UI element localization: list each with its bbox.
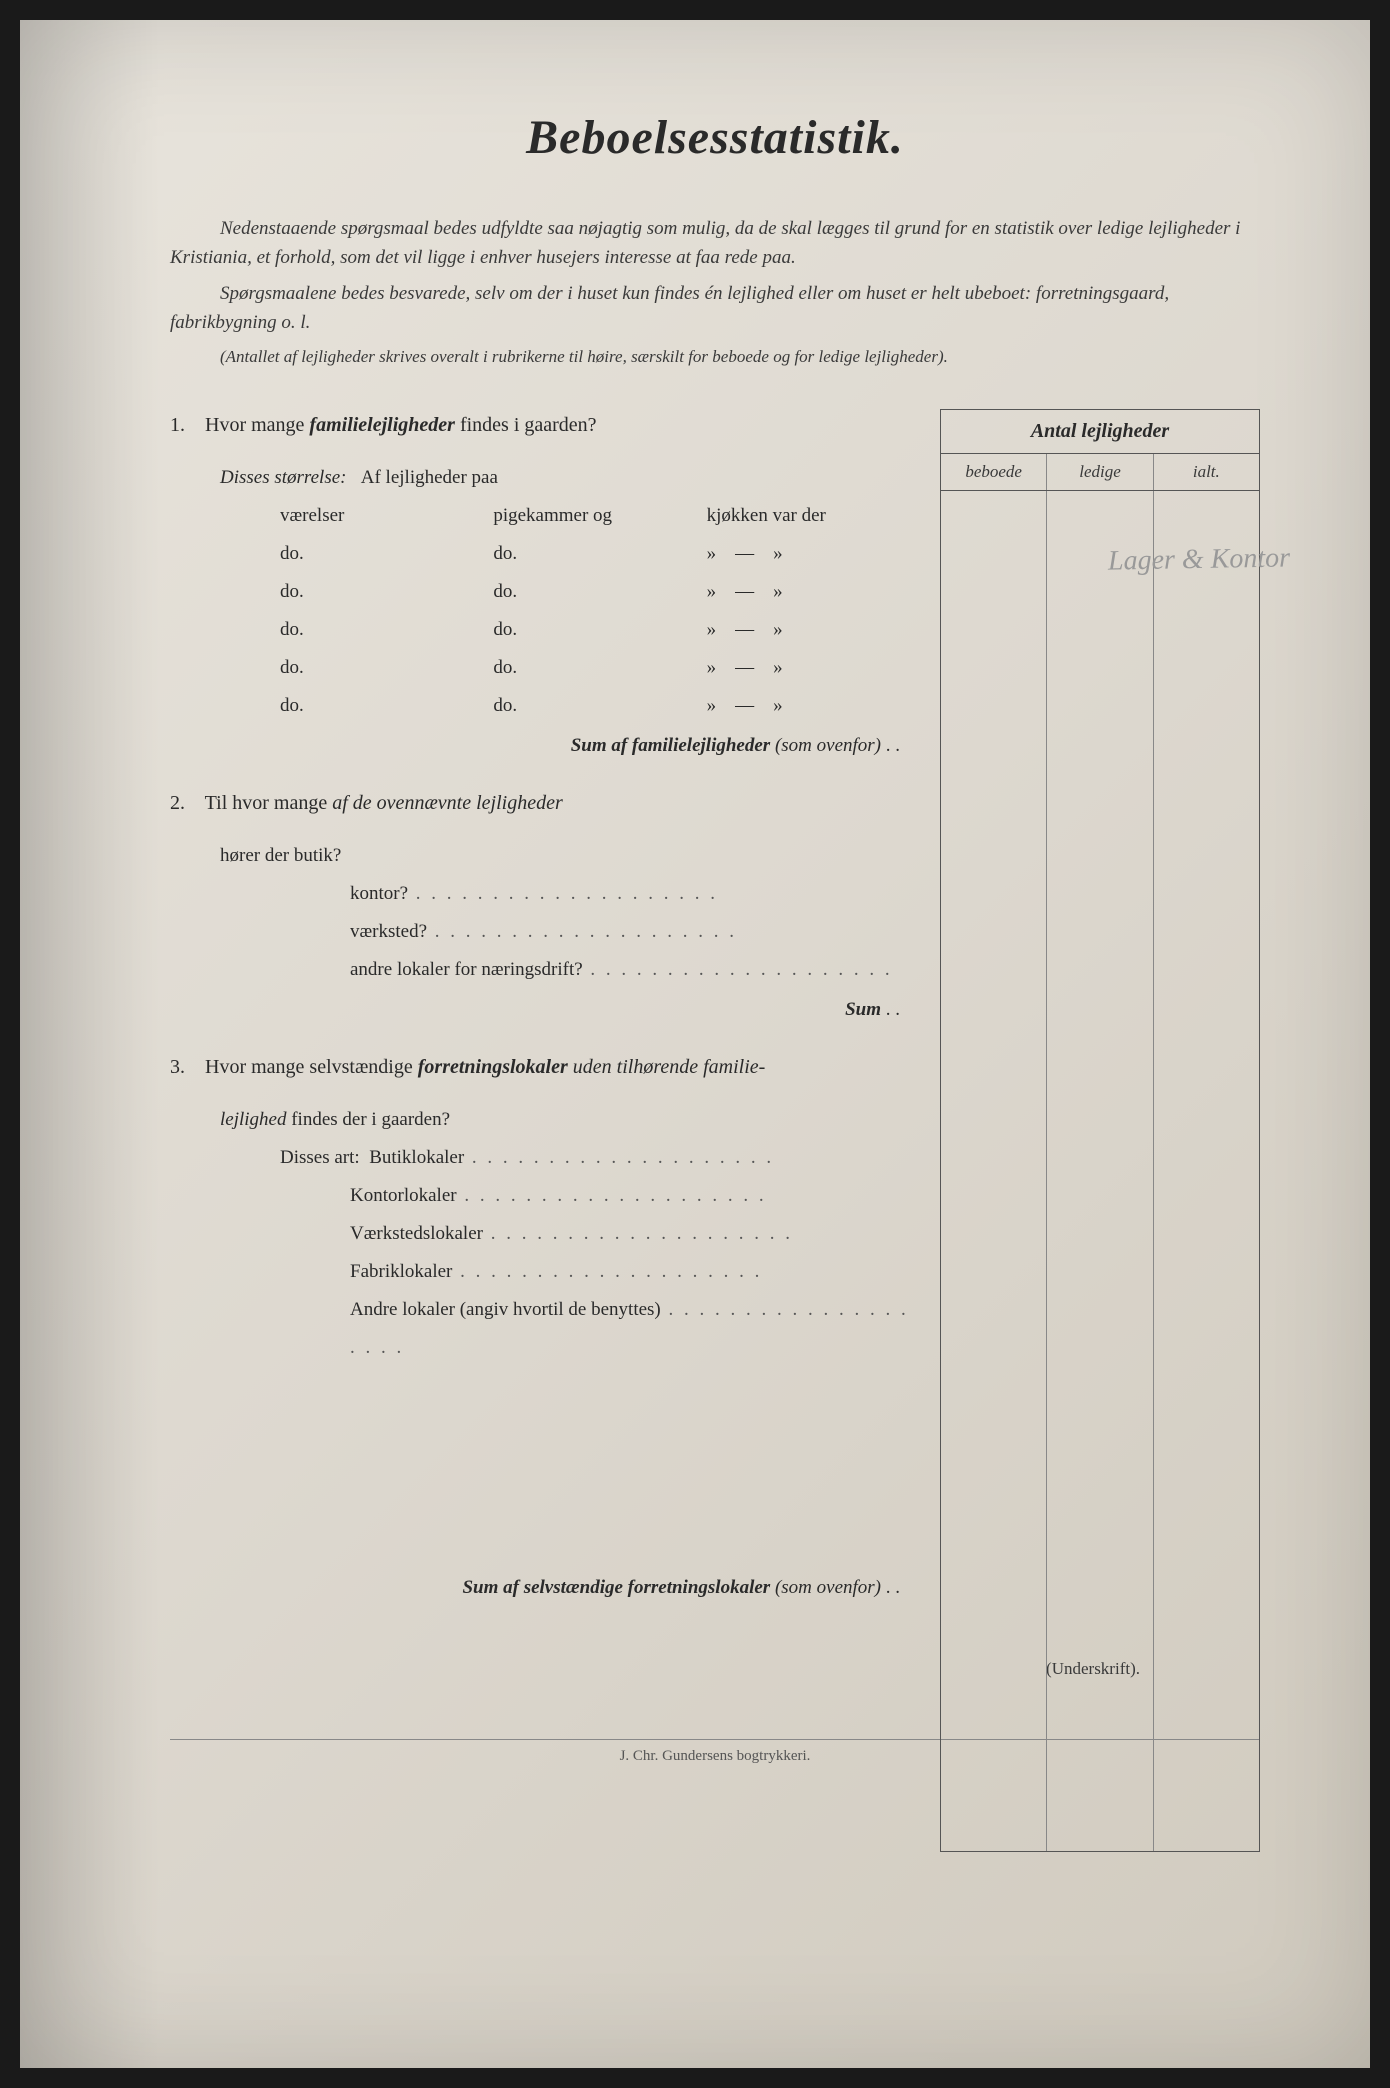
content-area: Antal lejligheder beboede ledige ialt. L… [170,409,1260,1599]
col-ialt: ialt. [1154,454,1259,490]
q1-col-1: værelser [280,497,493,535]
table-header-title: Antal lejligheder [1031,420,1169,442]
col-ledige: ledige [1047,454,1153,490]
q3-bold: forretningslokaler [418,1056,568,1078]
q2-num: 2. [170,787,200,819]
q2-text-a: Til hvor mange [205,792,333,814]
table-header: Antal lejligheder [941,410,1259,454]
table-subheader: beboede ledige ialt. [941,454,1259,491]
page-title: Beboelsesstatistik. [170,110,1260,165]
body-col-1 [941,491,1047,1851]
q3-num: 3. [170,1051,200,1083]
table-body [941,491,1259,1851]
q1-col-3: kjøkken var der [707,497,920,535]
document-page: Beboelsesstatistik. Nedenstaaende spørgs… [20,20,1370,2068]
intro-paragraph-1: Nedenstaaende spørgsmaal bedes udfyldte … [170,215,1260,272]
q3-text-a: Hvor mange selvstændige [205,1056,418,1078]
intro-note: (Antallet af lejligheder skrives overalt… [170,345,1260,369]
q1-col-2: pigekammer og [493,497,706,535]
col-beboede: beboede [941,454,1047,490]
handwritten-note: Lager & Kontor [1108,542,1291,577]
q1-text-b: findes i gaarden? [455,414,597,436]
intro-paragraph-2: Spørgsmaalene bedes besvarede, selv om d… [170,280,1260,337]
body-col-2 [1047,491,1153,1851]
q1-bold: familielejligheder [309,414,455,436]
q1-text-a: Hvor mange [205,414,309,436]
tally-table: Antal lejligheder beboede ledige ialt. [940,409,1260,1852]
q2-italic: af de ovennævnte lejligheder [332,792,562,814]
q1-sub-label: Disses størrelse: [220,467,347,488]
q1-num: 1. [170,409,200,441]
body-col-3 [1154,491,1259,1851]
q3-text-b: uden tilhørende familie- [568,1056,766,1078]
q1-sub-text: Af lejligheder paa [361,467,498,488]
